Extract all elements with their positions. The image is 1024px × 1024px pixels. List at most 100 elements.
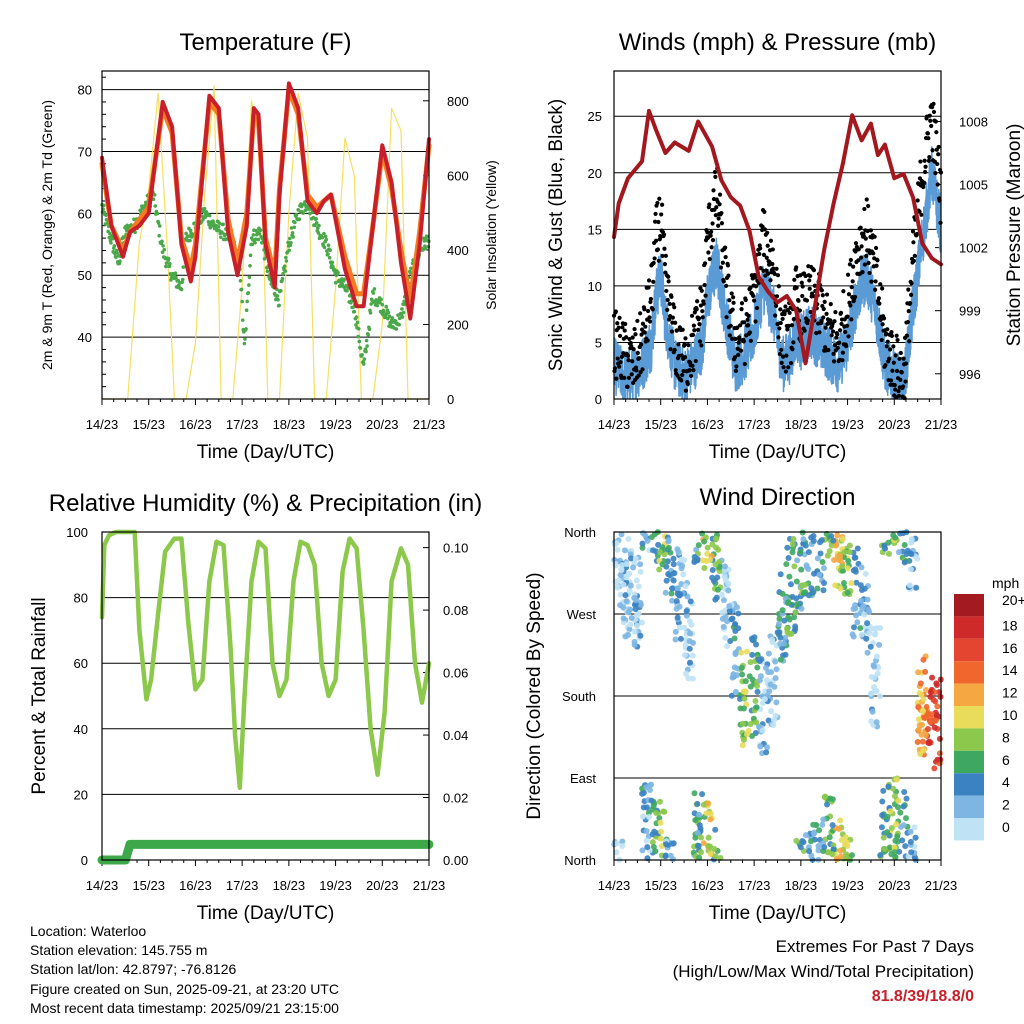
wind-direction-point bbox=[858, 631, 865, 638]
wind-direction-point bbox=[749, 651, 756, 658]
wind-direction-point bbox=[932, 698, 939, 705]
wind-direction-point bbox=[686, 645, 693, 652]
temperature-ytick-label: 50 bbox=[78, 268, 92, 283]
winds-gust-point bbox=[843, 329, 848, 335]
winds-gust-point bbox=[748, 285, 753, 291]
temperature-dewpoint-point bbox=[221, 222, 225, 227]
temperature-dewpoint-point bbox=[257, 231, 262, 236]
winds-gust-point bbox=[615, 321, 620, 326]
temperature-dewpoint-point bbox=[393, 319, 398, 323]
wind-direction-point bbox=[817, 550, 824, 557]
wind-direction-point bbox=[879, 812, 886, 819]
wind-direction-point bbox=[802, 832, 809, 839]
winds-gust-point bbox=[622, 375, 627, 380]
wind-direction-point bbox=[854, 545, 861, 552]
winds-gust-point bbox=[761, 252, 767, 257]
winds-gust-point bbox=[821, 315, 826, 320]
winds-gust-point bbox=[632, 326, 637, 332]
winds-gust-point bbox=[741, 339, 746, 344]
wind-direction-point bbox=[830, 557, 837, 564]
winds-gust-point bbox=[911, 240, 916, 245]
winds-gust-point bbox=[753, 319, 758, 324]
wind-direction-point bbox=[645, 814, 652, 821]
winds-gust-point bbox=[630, 335, 635, 340]
winds-gust-point bbox=[770, 247, 775, 252]
wind-direction-point bbox=[848, 580, 855, 587]
wind-direction-ytick-label: North bbox=[564, 853, 596, 868]
wind-direction-point bbox=[873, 719, 880, 726]
winds-gust-point bbox=[697, 322, 702, 327]
winds-gust-point bbox=[831, 359, 837, 364]
wind-direction-point bbox=[929, 711, 936, 718]
temperature-dewpoint-point bbox=[313, 223, 317, 228]
wind-direction-point bbox=[705, 800, 712, 807]
temperature-dewpoint-point bbox=[333, 280, 338, 285]
winds-gust-point bbox=[743, 297, 748, 303]
winds-gust-point bbox=[673, 320, 678, 325]
winds-gust-point bbox=[730, 307, 735, 312]
wind-direction-point bbox=[844, 565, 851, 572]
winds-xtick-label: 21/23 bbox=[925, 417, 958, 432]
wind-direction-legend-label: 4 bbox=[1002, 774, 1010, 790]
winds-gust-point bbox=[742, 320, 747, 325]
wind-direction-legend-swatch bbox=[954, 661, 984, 684]
wind-direction-point bbox=[699, 557, 706, 564]
wind-direction-point bbox=[818, 537, 825, 544]
wind-direction-point bbox=[788, 630, 795, 637]
wind-direction-point bbox=[858, 597, 865, 604]
winds-gust-point bbox=[642, 307, 647, 312]
winds-gust-point bbox=[768, 278, 773, 283]
winds-gust-point bbox=[772, 271, 777, 277]
winds-gust-point bbox=[683, 388, 689, 393]
winds-gust-point bbox=[637, 356, 642, 361]
wind-direction-point bbox=[844, 589, 851, 596]
winds-gust-point bbox=[875, 258, 880, 263]
wind-direction-point bbox=[740, 688, 747, 695]
wind-direction-point bbox=[784, 625, 791, 632]
wind-direction-point bbox=[871, 674, 878, 681]
wind-direction-point bbox=[800, 540, 807, 547]
temperature-y2tick-label: 0 bbox=[447, 392, 454, 407]
winds-gust-point bbox=[837, 340, 842, 345]
winds-gust-point bbox=[656, 258, 661, 263]
temperature-dewpoint-point bbox=[169, 275, 174, 280]
wind-direction-point bbox=[614, 546, 621, 553]
wind-direction-point bbox=[846, 549, 853, 556]
winds-gust-point bbox=[679, 378, 684, 383]
wind-direction-point bbox=[857, 582, 864, 589]
winds-gust-point bbox=[614, 376, 619, 381]
winds-gust-point bbox=[648, 296, 654, 302]
humidity-precip-line bbox=[97, 839, 434, 865]
winds-gust-point bbox=[657, 196, 662, 201]
wind-direction-point bbox=[712, 535, 719, 542]
temperature-dewpoint-point bbox=[224, 237, 229, 241]
wind-direction-point bbox=[777, 634, 784, 641]
temperature-dewpoint-point bbox=[118, 259, 122, 263]
wind-direction-point bbox=[880, 787, 887, 794]
winds-gust-point bbox=[851, 264, 856, 269]
wind-direction-point bbox=[765, 650, 772, 657]
winds-gust-point bbox=[894, 368, 900, 374]
wind-direction-point bbox=[613, 840, 620, 847]
temperature-dewpoint-point bbox=[349, 299, 354, 303]
wind-direction-point bbox=[689, 652, 696, 659]
wind-direction-legend-label: 10 bbox=[1002, 707, 1018, 723]
winds-gust-point bbox=[656, 219, 661, 225]
temperature-dewpoint-point bbox=[287, 248, 292, 253]
wind-direction-point bbox=[830, 537, 837, 544]
winds-xtick-label: 16/23 bbox=[691, 417, 724, 432]
wind-direction-point bbox=[891, 849, 898, 856]
wind-direction-point bbox=[791, 614, 798, 621]
temperature-dewpoint-point bbox=[115, 251, 119, 255]
wind-direction-point bbox=[614, 583, 621, 590]
winds-gust-point bbox=[733, 336, 738, 342]
temperature-ytick-label: 80 bbox=[78, 83, 92, 98]
winds-gust-point bbox=[823, 325, 828, 330]
wind-direction-point bbox=[719, 591, 726, 598]
winds-gust-point bbox=[758, 246, 763, 251]
temperature-dewpoint-point bbox=[202, 206, 207, 211]
humidity-ytick-label: 60 bbox=[74, 656, 88, 671]
winds-gust-point bbox=[788, 361, 794, 366]
winds-gust-point bbox=[665, 297, 670, 303]
winds-gust-point bbox=[667, 301, 672, 306]
